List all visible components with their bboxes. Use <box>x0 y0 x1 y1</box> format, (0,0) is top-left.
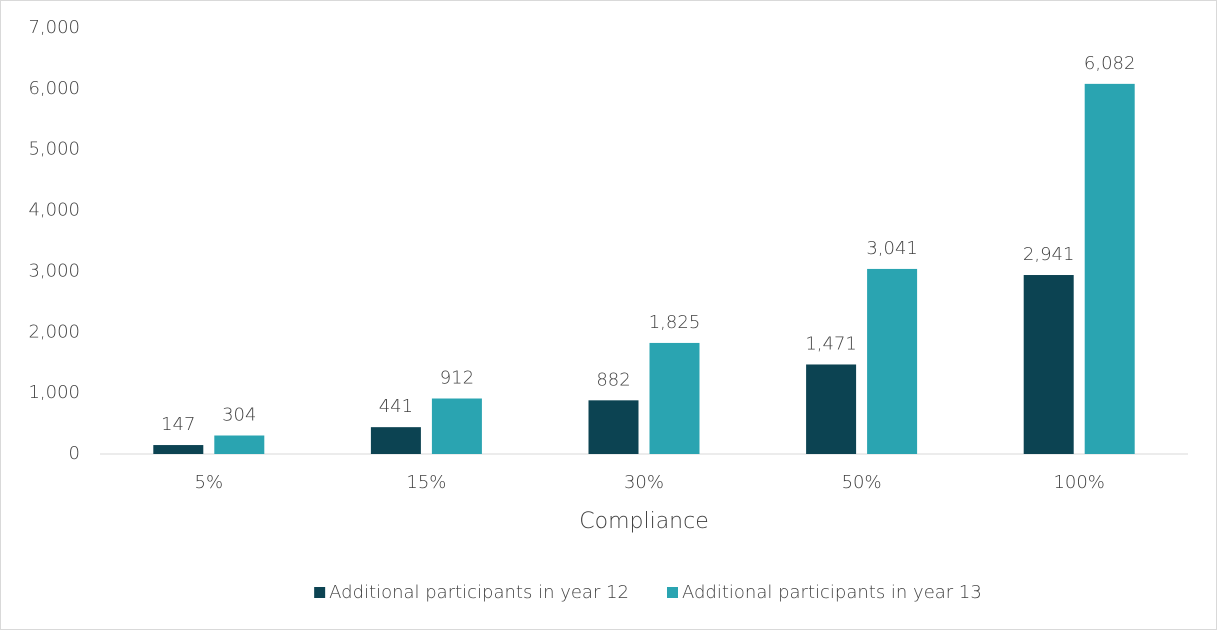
bar <box>1084 83 1135 455</box>
y-tick-label: 0 <box>69 443 80 464</box>
value-label: 6,082 <box>1084 53 1136 74</box>
legend-label: Additional participants in year 12 <box>329 582 629 603</box>
value-label: 147 <box>161 414 195 435</box>
bar <box>153 445 204 454</box>
bar <box>370 427 421 454</box>
y-tick-label: 4,000 <box>28 200 80 221</box>
legend-swatch <box>667 587 678 598</box>
legend-label: Additional participants in year 13 <box>682 582 982 603</box>
bar <box>214 435 265 454</box>
y-tick-label: 5,000 <box>28 139 80 160</box>
x-tick-label: 50% <box>842 472 882 493</box>
value-label: 882 <box>596 369 630 390</box>
bar <box>649 342 700 454</box>
y-tick-label: 3,000 <box>28 260 80 281</box>
value-label: 441 <box>379 396 413 417</box>
bar <box>1023 275 1074 454</box>
bar <box>431 398 482 454</box>
x-tick-label: 100% <box>1053 472 1104 493</box>
x-tick-label: 30% <box>624 472 664 493</box>
value-label: 3,041 <box>866 238 918 259</box>
x-tick-label: 15% <box>406 472 446 493</box>
y-tick-label: 6,000 <box>28 78 80 99</box>
value-label: 2,941 <box>1023 244 1075 265</box>
value-label: 1,825 <box>649 312 701 333</box>
y-tick-label: 7,000 <box>28 17 80 38</box>
bar <box>867 268 918 454</box>
x-axis-title: Compliance <box>579 509 709 534</box>
x-tick-label: 5% <box>195 472 224 493</box>
bar <box>588 400 639 454</box>
bar <box>806 364 857 454</box>
value-label: 1,471 <box>805 333 857 354</box>
legend-swatch <box>314 587 326 598</box>
value-label: 912 <box>440 367 474 388</box>
y-tick-label: 1,000 <box>28 382 80 403</box>
y-tick-label: 2,000 <box>28 321 80 342</box>
value-label: 304 <box>222 404 256 425</box>
